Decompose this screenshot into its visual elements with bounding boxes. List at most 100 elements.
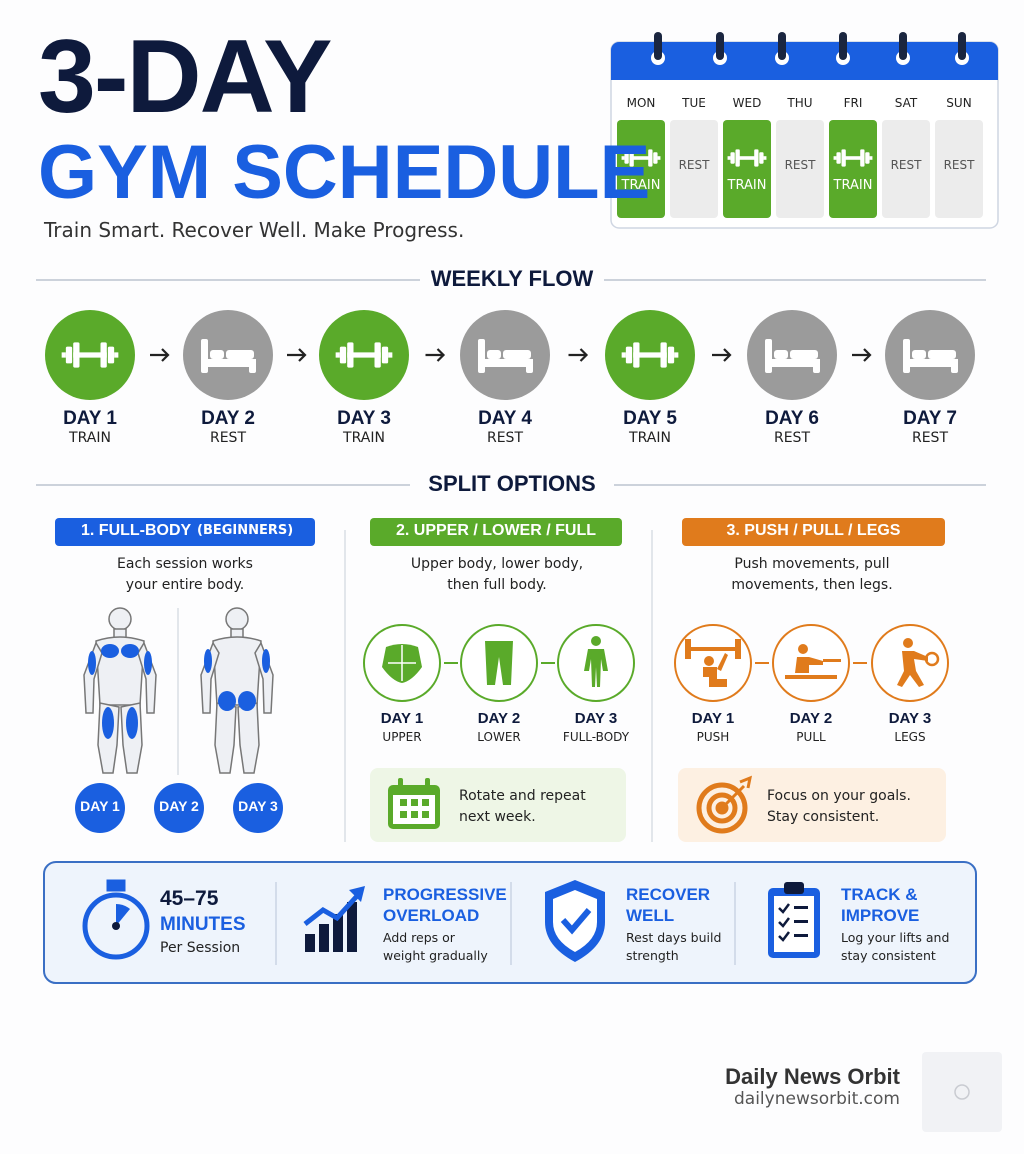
footer-url: dailynewsorbit.com [734,1089,900,1109]
icon-part [908,359,958,367]
icon-part [335,352,340,358]
icon-part [621,156,625,160]
icon-part [339,346,347,364]
bed-icon [478,339,533,373]
icon-part [381,346,389,364]
icon-part [833,149,873,167]
icon-part [727,149,767,167]
icon-part [61,342,119,368]
tip-title: 45–75 [160,887,219,910]
section-title: WEEKLY FLOW [430,266,594,291]
icon-part [237,702,260,774]
icon-part [545,880,605,962]
icon-part [88,651,96,675]
tip-text: Log your lifts and stay consistent [841,930,950,964]
icon-part [347,342,354,368]
icon-part [621,352,626,358]
icon-part [319,924,329,952]
icon-part [633,342,640,368]
icon-part [841,149,846,167]
icon-part [629,156,653,160]
icon-part [485,641,513,685]
icon-part [696,775,753,834]
calendar-cell [882,120,930,218]
icon-part [903,339,910,373]
icon-part [633,352,667,358]
icon-part [727,156,731,160]
icon-part [107,346,115,364]
icon-part [83,607,157,774]
exercise-icon [382,644,422,683]
icon-part [735,149,740,167]
icon-part [400,799,407,806]
calendar-day-name: SAT [894,96,918,110]
exercise-icon [785,644,841,679]
icon-part [201,339,256,373]
icon-part [897,638,940,687]
icon-part [161,348,170,362]
tip-subtitle: MINUTES [160,914,246,935]
calendar-day-status: REST [890,158,922,172]
body-figure [200,607,274,774]
icon-part [73,352,107,358]
icon-part [411,799,418,806]
exercise-circle [460,624,538,702]
exercise-icon [897,638,940,687]
option-pill [370,518,622,546]
tips-box [43,861,977,984]
icon-part [765,339,772,373]
icon-part [214,702,237,774]
option-pill [55,518,315,546]
option-description: Each session works your entire body. [117,556,253,593]
title-line-2: GYM SCHEDULE [38,130,651,215]
split-day-focus: PUSH [696,730,730,744]
icon-part [712,348,732,362]
icon-part [624,152,629,164]
icon-part [836,152,841,164]
icon-part [897,651,928,687]
icon-part [254,641,274,714]
calendar-day-name: SUN [946,96,972,110]
split-day-focus: UPPER [382,730,422,744]
icon-part [374,342,381,368]
calendar-icon [388,778,440,829]
icon-part [778,903,790,914]
option-title: 2. UPPER / LOWER / FULL [395,522,596,539]
split-day-label: DAY 1 [380,710,424,727]
calendar-ring [899,32,907,60]
calendar-day-name: FRI [843,96,863,110]
calendar-day-name: MON [626,96,656,110]
bed-icon [201,339,256,373]
arrow [287,348,307,362]
dumbbell-icon [833,149,873,167]
icon-part [730,152,735,164]
icon-part [696,782,748,834]
icon-part [568,348,589,362]
icon-part [487,350,501,359]
icon-part [924,651,940,667]
icon-part [657,156,661,160]
chart-icon [303,886,365,952]
icon-part [206,359,256,367]
arrow [150,348,170,362]
icon-part [841,156,865,160]
icon-part [703,667,727,687]
icon-part [388,352,393,358]
calendar-day-status: TRAIN [727,178,767,193]
calendar-cell [670,120,718,218]
icon-part [739,775,753,789]
footer-logo-box [922,1052,1002,1132]
icon-part [88,644,152,739]
icon-part [478,339,485,373]
arrow [568,348,589,362]
tagline: Train Smart. Recover Well. Make Progress… [44,218,465,242]
flow-day-label: DAY 7 [903,408,957,429]
icon-part [126,707,138,739]
day-badge [75,783,125,833]
calendar-cell [617,120,665,218]
target-icon [696,775,753,834]
flow-day-status: TRAIN [629,430,671,446]
calendar-day-status: REST [943,158,975,172]
dumbbell-icon [727,149,767,167]
tip-title: PROGRESSIVE OVERLOAD [383,885,507,925]
